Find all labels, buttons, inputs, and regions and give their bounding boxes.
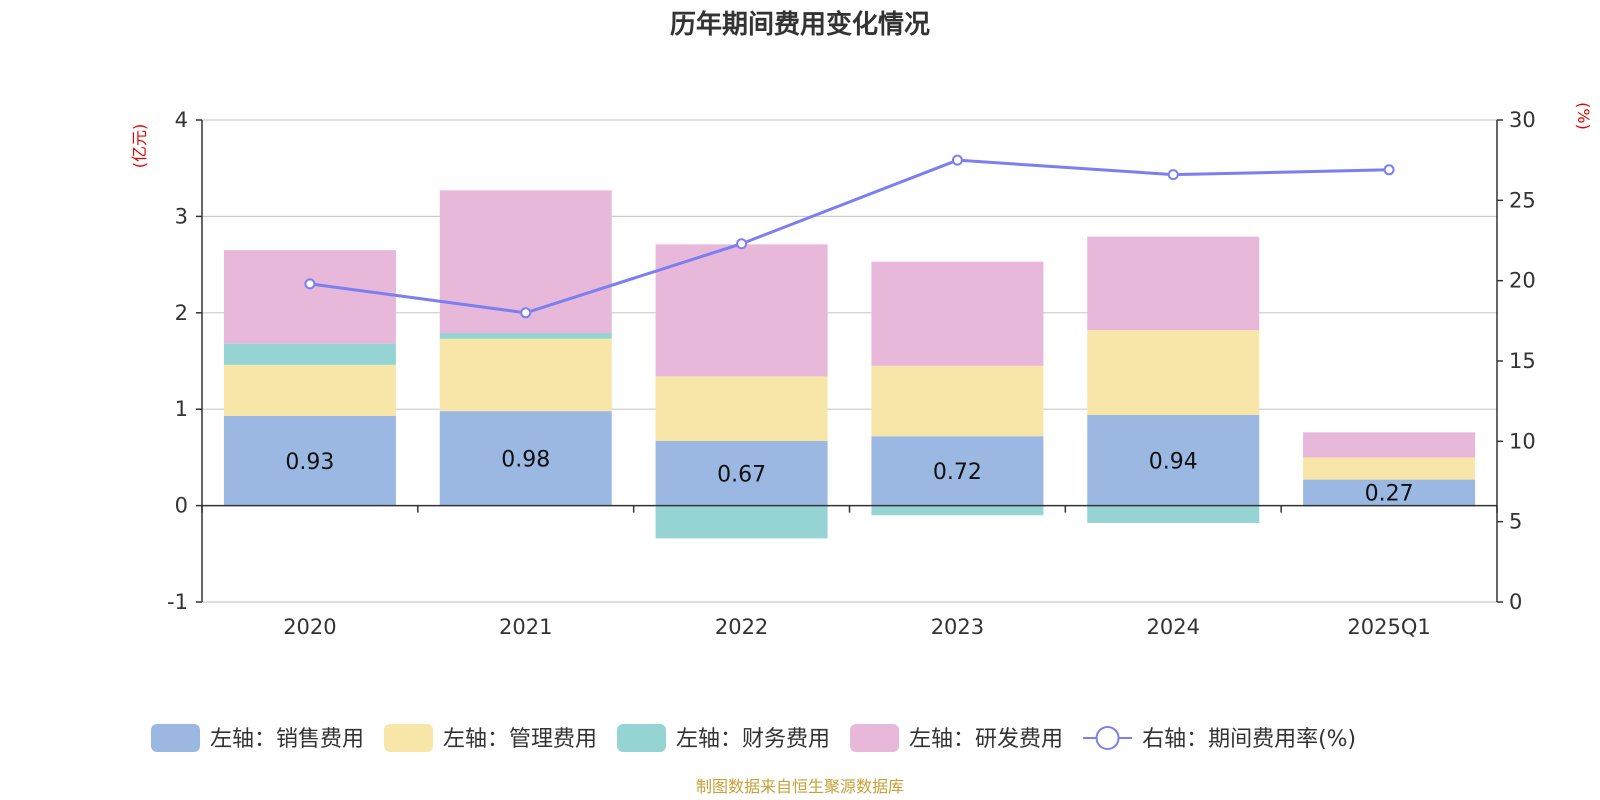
rate-point	[304, 278, 316, 290]
legend-label: 右轴：期间费用率(%)	[1142, 727, 1356, 752]
category-label: 2024	[1147, 615, 1200, 639]
right-tick-label: 20	[1509, 269, 1536, 293]
category-label: 2025Q1	[1347, 615, 1430, 639]
chart-title: 历年期间费用变化情况	[670, 9, 930, 40]
legend-swatch	[384, 724, 434, 752]
bar-segment	[871, 505, 1044, 516]
rate-point	[1167, 169, 1179, 181]
bar-segment	[439, 411, 612, 506]
legend-label: 左轴：财务费用	[676, 727, 830, 752]
legend-swatch	[617, 724, 667, 752]
left-tick-label: 2	[175, 301, 188, 325]
data-label: 0.27	[1365, 482, 1414, 507]
right-tick-label: 15	[1509, 349, 1536, 373]
legend-swatch	[850, 724, 900, 752]
bar-segment	[871, 436, 1044, 506]
left-tick-label: 0	[175, 494, 188, 518]
legend-label: 左轴：管理费用	[443, 727, 597, 752]
bar-segment	[223, 250, 396, 344]
data-label: 0.93	[285, 450, 334, 475]
right-tick-label: 0	[1509, 590, 1522, 614]
legend: 左轴：销售费用 左轴：管理费用 左轴：财务费用 左轴：研发费用 右轴：期间费用率(%)	[151, 724, 1356, 752]
data-labels: 0.93 0.98 0.67 0.72 0.94 0.27	[285, 447, 1413, 506]
legend-swatch	[151, 724, 200, 752]
right-axis-unit: (%)	[1574, 102, 1593, 130]
legend-label: 左轴：研发费用	[909, 727, 1063, 752]
bar-segment	[1303, 479, 1476, 506]
bar-segment	[1087, 330, 1260, 415]
left-tick-label: 4	[175, 108, 188, 132]
bar-segment	[655, 244, 828, 377]
right-tick-label: 10	[1509, 429, 1536, 453]
right-tick-label: 5	[1509, 510, 1522, 534]
bar-segment	[1303, 432, 1476, 458]
bar-segment	[223, 364, 396, 416]
category-label: 2022	[715, 615, 768, 639]
data-label: 0.67	[717, 462, 766, 487]
bar-segment	[1303, 457, 1476, 480]
data-label: 0.94	[1149, 449, 1198, 474]
left-tick-label: 1	[175, 397, 188, 421]
data-label: 0.72	[933, 460, 982, 485]
legend-marker	[1095, 726, 1120, 750]
bar-segment	[439, 333, 612, 339]
category-label: 2023	[931, 615, 984, 639]
legend-label: 左轴：销售费用	[210, 727, 364, 752]
bar-segment	[439, 338, 612, 412]
right-tick-label: 30	[1509, 108, 1536, 132]
category-label: 2021	[499, 615, 552, 639]
bar-segment	[655, 376, 828, 442]
bar-segment	[223, 343, 396, 365]
grid-lines	[202, 119, 1497, 603]
rate-point	[951, 154, 963, 166]
bar-segment	[1087, 505, 1260, 523]
bar-segment	[871, 365, 1044, 437]
left-axis-unit: (亿元)	[130, 124, 149, 169]
bar-segment	[655, 441, 828, 506]
bar-segment	[1087, 414, 1260, 506]
left-tick-label: 3	[175, 204, 188, 228]
source-note: 制图数据来自恒生聚源数据库	[696, 777, 904, 796]
bar-stacks	[223, 190, 1476, 539]
rate-point	[736, 238, 748, 250]
right-tick-label: 25	[1509, 188, 1536, 212]
rate-line	[304, 154, 1395, 319]
bar-segment	[223, 415, 396, 506]
axes: -1 0 1 2 3 4 0 5 10 15 20 25 30 2020 2021 2022 2023 2024 2…	[167, 108, 1536, 639]
data-label: 0.98	[501, 447, 550, 472]
rate-polyline	[309, 158, 1390, 315]
rate-point	[520, 307, 532, 319]
bar-segment	[871, 261, 1044, 366]
bar-segment	[1087, 236, 1260, 331]
left-tick-label: -1	[167, 590, 188, 614]
rate-point	[1383, 164, 1395, 176]
category-label: 2020	[283, 615, 336, 639]
bar-segment	[655, 505, 828, 539]
